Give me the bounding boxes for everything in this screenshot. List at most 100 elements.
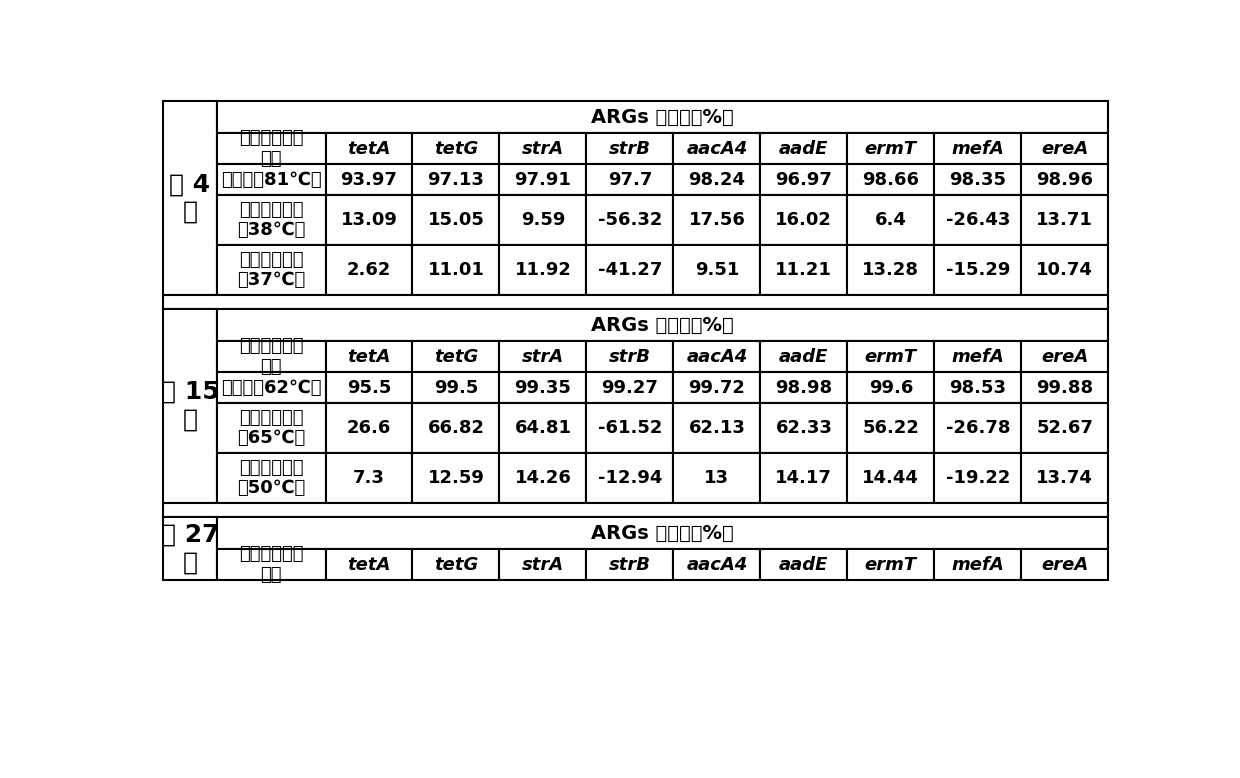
Text: ARGs 去除率（%）: ARGs 去除率（%） bbox=[591, 107, 734, 127]
Bar bbox=[1022, 245, 1109, 295]
Text: 自然堆置处理
（37℃）: 自然堆置处理 （37℃） bbox=[237, 251, 305, 289]
Bar bbox=[934, 372, 1022, 403]
Text: 64.81: 64.81 bbox=[515, 419, 572, 437]
Text: 15.05: 15.05 bbox=[428, 211, 485, 229]
Text: -19.22: -19.22 bbox=[946, 469, 1009, 487]
Text: mefA: mefA bbox=[951, 348, 1004, 366]
Text: strA: strA bbox=[522, 348, 564, 366]
Text: 不同处理（温
度）: 不同处理（温 度） bbox=[239, 545, 304, 584]
Bar bbox=[413, 164, 500, 195]
Bar bbox=[217, 517, 1109, 549]
Text: 96.97: 96.97 bbox=[775, 170, 832, 188]
Bar bbox=[500, 195, 587, 245]
Bar bbox=[847, 453, 934, 503]
Bar bbox=[760, 372, 847, 403]
Bar bbox=[847, 133, 934, 164]
Text: strA: strA bbox=[522, 555, 564, 573]
Text: 95.5: 95.5 bbox=[347, 379, 391, 397]
Text: tetA: tetA bbox=[347, 555, 391, 573]
Bar bbox=[847, 549, 934, 580]
Bar bbox=[760, 453, 847, 503]
Bar bbox=[413, 133, 500, 164]
Text: ermT: ermT bbox=[864, 348, 916, 366]
Bar bbox=[217, 195, 325, 245]
Text: 97.91: 97.91 bbox=[515, 170, 572, 188]
Bar bbox=[413, 245, 500, 295]
Bar bbox=[500, 133, 587, 164]
Text: ereA: ereA bbox=[1042, 348, 1089, 366]
Bar bbox=[760, 403, 847, 453]
Bar bbox=[1022, 549, 1109, 580]
Bar bbox=[325, 195, 413, 245]
Text: tetG: tetG bbox=[434, 140, 479, 158]
Text: 6.4: 6.4 bbox=[875, 211, 906, 229]
Text: 14.44: 14.44 bbox=[862, 469, 919, 487]
Bar bbox=[760, 549, 847, 580]
Bar bbox=[587, 549, 673, 580]
Bar bbox=[587, 342, 673, 372]
Text: 98.98: 98.98 bbox=[775, 379, 832, 397]
Text: 97.7: 97.7 bbox=[608, 170, 652, 188]
Text: 99.6: 99.6 bbox=[869, 379, 913, 397]
Text: 常规高温堆肥
（65℃）: 常规高温堆肥 （65℃） bbox=[237, 408, 305, 447]
Bar bbox=[1022, 133, 1109, 164]
Bar bbox=[934, 403, 1022, 453]
Bar bbox=[162, 101, 217, 295]
Bar bbox=[587, 372, 673, 403]
Bar bbox=[1022, 372, 1109, 403]
Text: -26.78: -26.78 bbox=[946, 419, 1011, 437]
Bar bbox=[413, 453, 500, 503]
Text: ereA: ereA bbox=[1042, 555, 1089, 573]
Text: -26.43: -26.43 bbox=[946, 211, 1009, 229]
Bar bbox=[673, 245, 760, 295]
Bar bbox=[217, 403, 325, 453]
Text: 本方法（62℃）: 本方法（62℃） bbox=[221, 379, 321, 397]
Bar bbox=[1022, 195, 1109, 245]
Bar bbox=[162, 503, 1109, 517]
Text: ermT: ermT bbox=[864, 140, 916, 158]
Bar bbox=[162, 295, 1109, 309]
Bar bbox=[413, 403, 500, 453]
Text: strB: strB bbox=[609, 140, 651, 158]
Bar bbox=[673, 195, 760, 245]
Text: 7.3: 7.3 bbox=[353, 469, 384, 487]
Text: 11.92: 11.92 bbox=[515, 261, 572, 279]
Text: 98.35: 98.35 bbox=[950, 170, 1007, 188]
Text: 26.6: 26.6 bbox=[347, 419, 391, 437]
Text: 本方法（81℃）: 本方法（81℃） bbox=[221, 170, 321, 188]
Text: 2.62: 2.62 bbox=[347, 261, 391, 279]
Bar bbox=[934, 549, 1022, 580]
Bar bbox=[500, 549, 587, 580]
Text: 13.74: 13.74 bbox=[1037, 469, 1094, 487]
Text: -12.94: -12.94 bbox=[598, 469, 662, 487]
Bar bbox=[673, 549, 760, 580]
Text: strA: strA bbox=[522, 140, 564, 158]
Text: 97.13: 97.13 bbox=[428, 170, 485, 188]
Bar bbox=[934, 245, 1022, 295]
Bar bbox=[760, 133, 847, 164]
Text: aadE: aadE bbox=[779, 348, 828, 366]
Bar bbox=[847, 372, 934, 403]
Bar bbox=[1022, 403, 1109, 453]
Bar bbox=[325, 245, 413, 295]
Text: ereA: ereA bbox=[1042, 140, 1089, 158]
Text: 第 4
天: 第 4 天 bbox=[170, 172, 211, 224]
Text: 98.96: 98.96 bbox=[1037, 170, 1094, 188]
Bar bbox=[587, 195, 673, 245]
Bar bbox=[934, 164, 1022, 195]
Bar bbox=[847, 164, 934, 195]
Text: 12.59: 12.59 bbox=[428, 469, 485, 487]
Bar bbox=[587, 245, 673, 295]
Bar bbox=[162, 517, 217, 580]
Text: ermT: ermT bbox=[864, 555, 916, 573]
Text: 52.67: 52.67 bbox=[1037, 419, 1094, 437]
Text: 99.88: 99.88 bbox=[1037, 379, 1094, 397]
Bar bbox=[217, 133, 325, 164]
Text: aacA4: aacA4 bbox=[686, 348, 748, 366]
Text: aacA4: aacA4 bbox=[686, 140, 748, 158]
Text: strB: strB bbox=[609, 555, 651, 573]
Bar bbox=[217, 549, 325, 580]
Text: 98.24: 98.24 bbox=[688, 170, 745, 188]
Text: 常规高温堆肥
（38℃）: 常规高温堆肥 （38℃） bbox=[237, 201, 305, 240]
Text: 62.13: 62.13 bbox=[688, 419, 745, 437]
